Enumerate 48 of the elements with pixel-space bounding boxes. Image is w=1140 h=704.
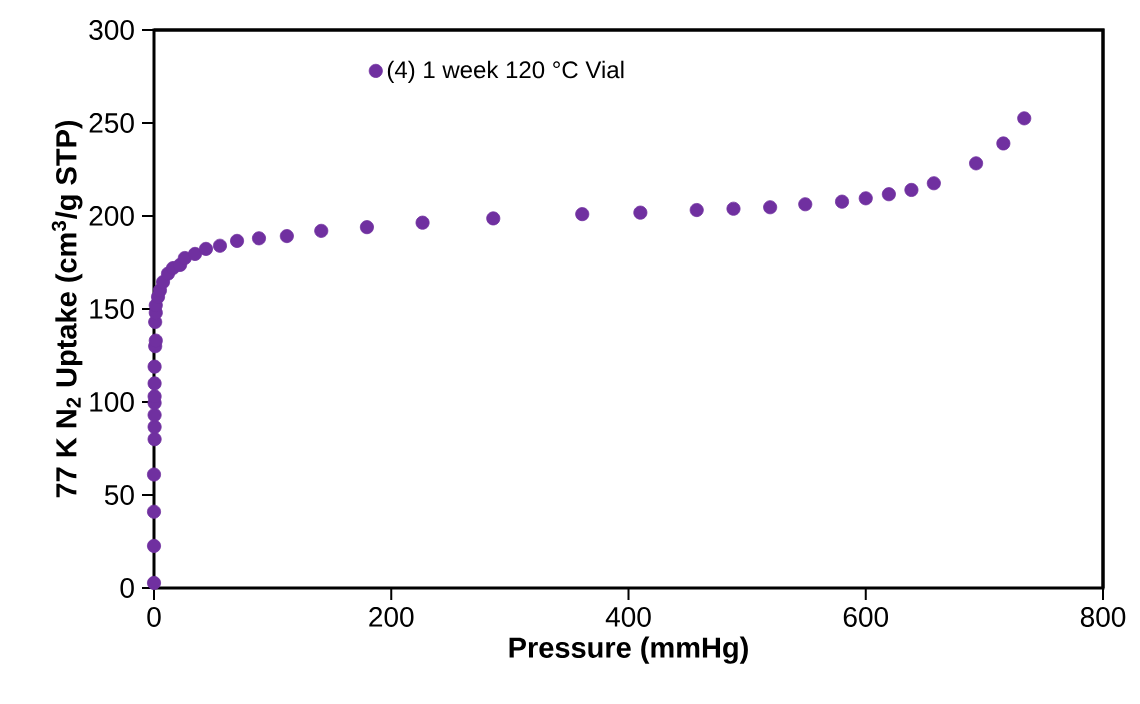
point bbox=[212, 238, 227, 253]
point bbox=[689, 203, 704, 218]
point bbox=[251, 231, 266, 246]
point bbox=[996, 136, 1011, 151]
y-tick-label: 100 bbox=[90, 392, 134, 412]
point bbox=[798, 197, 813, 212]
y-tick-label: 250 bbox=[89, 113, 134, 133]
point bbox=[858, 191, 873, 206]
y-tick-label: 0 bbox=[120, 578, 134, 598]
point bbox=[147, 467, 161, 482]
point bbox=[147, 575, 161, 590]
point bbox=[415, 215, 430, 230]
y-tick-label: 50 bbox=[104, 485, 134, 505]
point bbox=[198, 241, 213, 256]
point bbox=[359, 220, 374, 235]
point bbox=[147, 419, 162, 434]
x-tick-label: 400 bbox=[605, 607, 651, 627]
point bbox=[188, 246, 203, 261]
point bbox=[763, 200, 778, 215]
x-axis-title: Pressure (mmHg) bbox=[509, 636, 748, 664]
point bbox=[147, 538, 161, 553]
point bbox=[969, 156, 984, 171]
y-axis-title: 77 K N$_{2}$ Uptake (cm$^{3}$/g STP) bbox=[51, 120, 83, 498]
x-tick-label: 0 bbox=[147, 607, 161, 627]
x-tick-label: 600 bbox=[843, 607, 889, 627]
x-tick-label: 800 bbox=[1080, 607, 1126, 627]
point bbox=[835, 194, 850, 209]
point bbox=[314, 223, 329, 238]
point bbox=[726, 201, 741, 216]
point bbox=[633, 205, 648, 220]
legend-label: (4) 1 week 120 °C Vial bbox=[387, 60, 624, 84]
x-tick-label: 200 bbox=[369, 607, 414, 627]
y-tick-label: 200 bbox=[89, 206, 134, 226]
point bbox=[881, 187, 896, 202]
y-tick-label: 300 bbox=[89, 20, 134, 40]
point bbox=[147, 432, 162, 447]
point bbox=[486, 211, 501, 226]
point bbox=[230, 233, 245, 248]
point bbox=[926, 176, 941, 191]
point bbox=[147, 504, 161, 519]
point bbox=[147, 376, 162, 391]
point bbox=[147, 408, 162, 422]
point bbox=[279, 229, 294, 244]
point bbox=[904, 182, 919, 197]
point bbox=[575, 207, 590, 222]
point bbox=[147, 359, 162, 374]
y-tick-label: 150 bbox=[90, 299, 134, 319]
point bbox=[1017, 111, 1032, 126]
